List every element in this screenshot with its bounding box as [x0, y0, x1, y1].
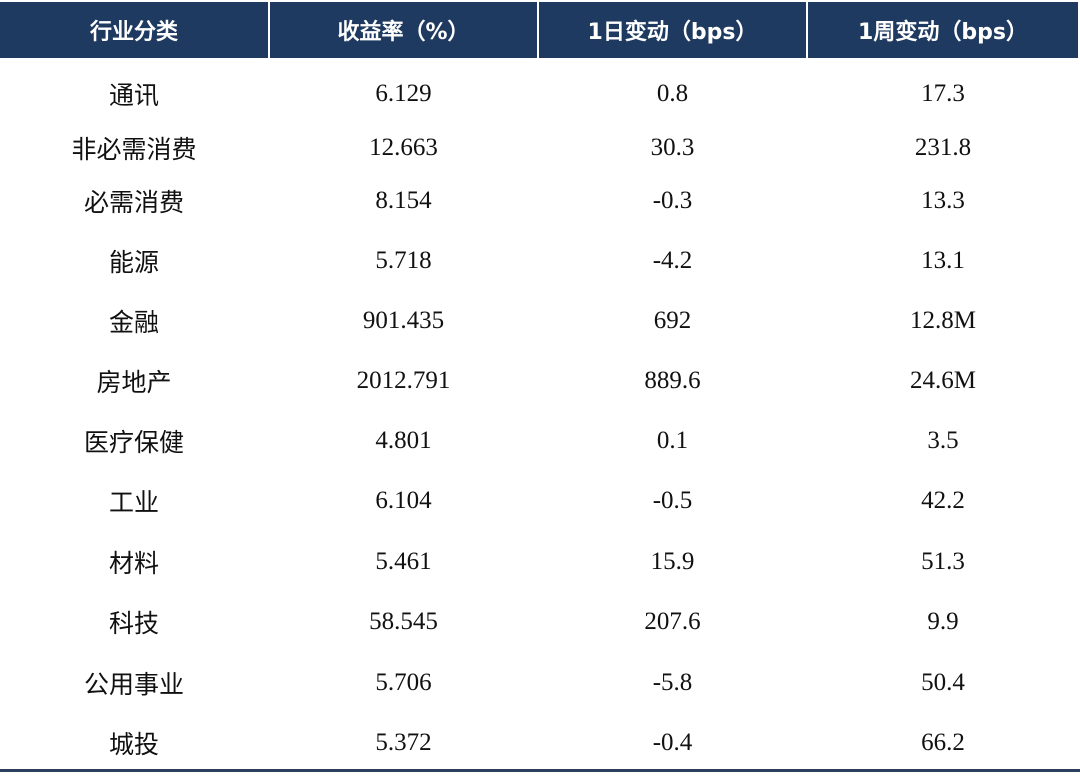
value-cell: 207.6	[644, 608, 701, 635]
category-cell: 房地产	[96, 368, 172, 397]
category-cell: 非必需消费	[71, 135, 197, 164]
value-cell: 5.718	[375, 247, 432, 274]
value-cell: 5.706	[375, 669, 432, 696]
value-cell: 2012.791	[356, 367, 451, 394]
value-cell: 3.5	[927, 427, 959, 454]
value-cell: -0.3	[652, 187, 693, 214]
value-cell: 0.8	[656, 80, 689, 107]
value-cell: 889.6	[644, 367, 701, 394]
category-cell: 公用事业	[83, 670, 184, 699]
value-cell: 58.545	[369, 608, 438, 635]
value-cell: 17.3	[921, 80, 965, 107]
value-cell: 15.9	[650, 548, 695, 575]
category-cell: 科技	[108, 609, 159, 638]
value-cell: 50.4	[921, 669, 965, 696]
value-cell: 51.3	[921, 548, 965, 575]
header-cell: 行业分类	[0, 2, 268, 58]
header-cell: 收益率（%）	[270, 2, 537, 58]
value-cell: 4.801	[375, 427, 432, 454]
table-bottom-rule	[0, 769, 1080, 772]
value-cell: 901.435	[362, 307, 445, 334]
value-cell: 24.6M	[910, 367, 976, 394]
category-cell: 工业	[108, 488, 159, 517]
category-cell: 城投	[108, 730, 159, 759]
value-cell: 6.129	[375, 80, 432, 107]
value-cell: -4.2	[652, 247, 693, 274]
value-cell: 6.104	[375, 487, 432, 514]
category-cell: 材料	[108, 549, 159, 578]
category-cell: 能源	[108, 248, 159, 277]
value-cell: -0.5	[652, 487, 693, 514]
value-cell: 30.3	[650, 134, 695, 161]
value-cell: 66.2	[921, 729, 965, 756]
value-cell: 9.9	[927, 608, 959, 635]
value-cell: 231.8	[914, 134, 972, 161]
category-cell: 通讯	[108, 81, 159, 110]
value-cell: -0.4	[652, 729, 693, 756]
value-cell: 0.1	[656, 427, 689, 454]
value-cell: 13.3	[921, 187, 965, 214]
value-cell: 692	[653, 307, 692, 334]
value-cell: 8.154	[375, 187, 432, 214]
header-cell: 1周变动（bps）	[808, 2, 1078, 58]
value-cell: 13.1	[921, 247, 965, 274]
value-cell: 12.8M	[910, 307, 976, 334]
value-cell: 5.461	[375, 548, 432, 575]
category-cell: 金融	[108, 308, 159, 337]
value-cell: 12.663	[369, 134, 438, 161]
value-cell: -5.8	[652, 669, 693, 696]
category-cell: 医疗保健	[83, 428, 184, 457]
category-cell: 必需消费	[83, 188, 184, 217]
value-cell: 5.372	[375, 729, 432, 756]
header-cell: 1日变动（bps）	[539, 2, 806, 58]
value-cell: 42.2	[921, 487, 965, 514]
